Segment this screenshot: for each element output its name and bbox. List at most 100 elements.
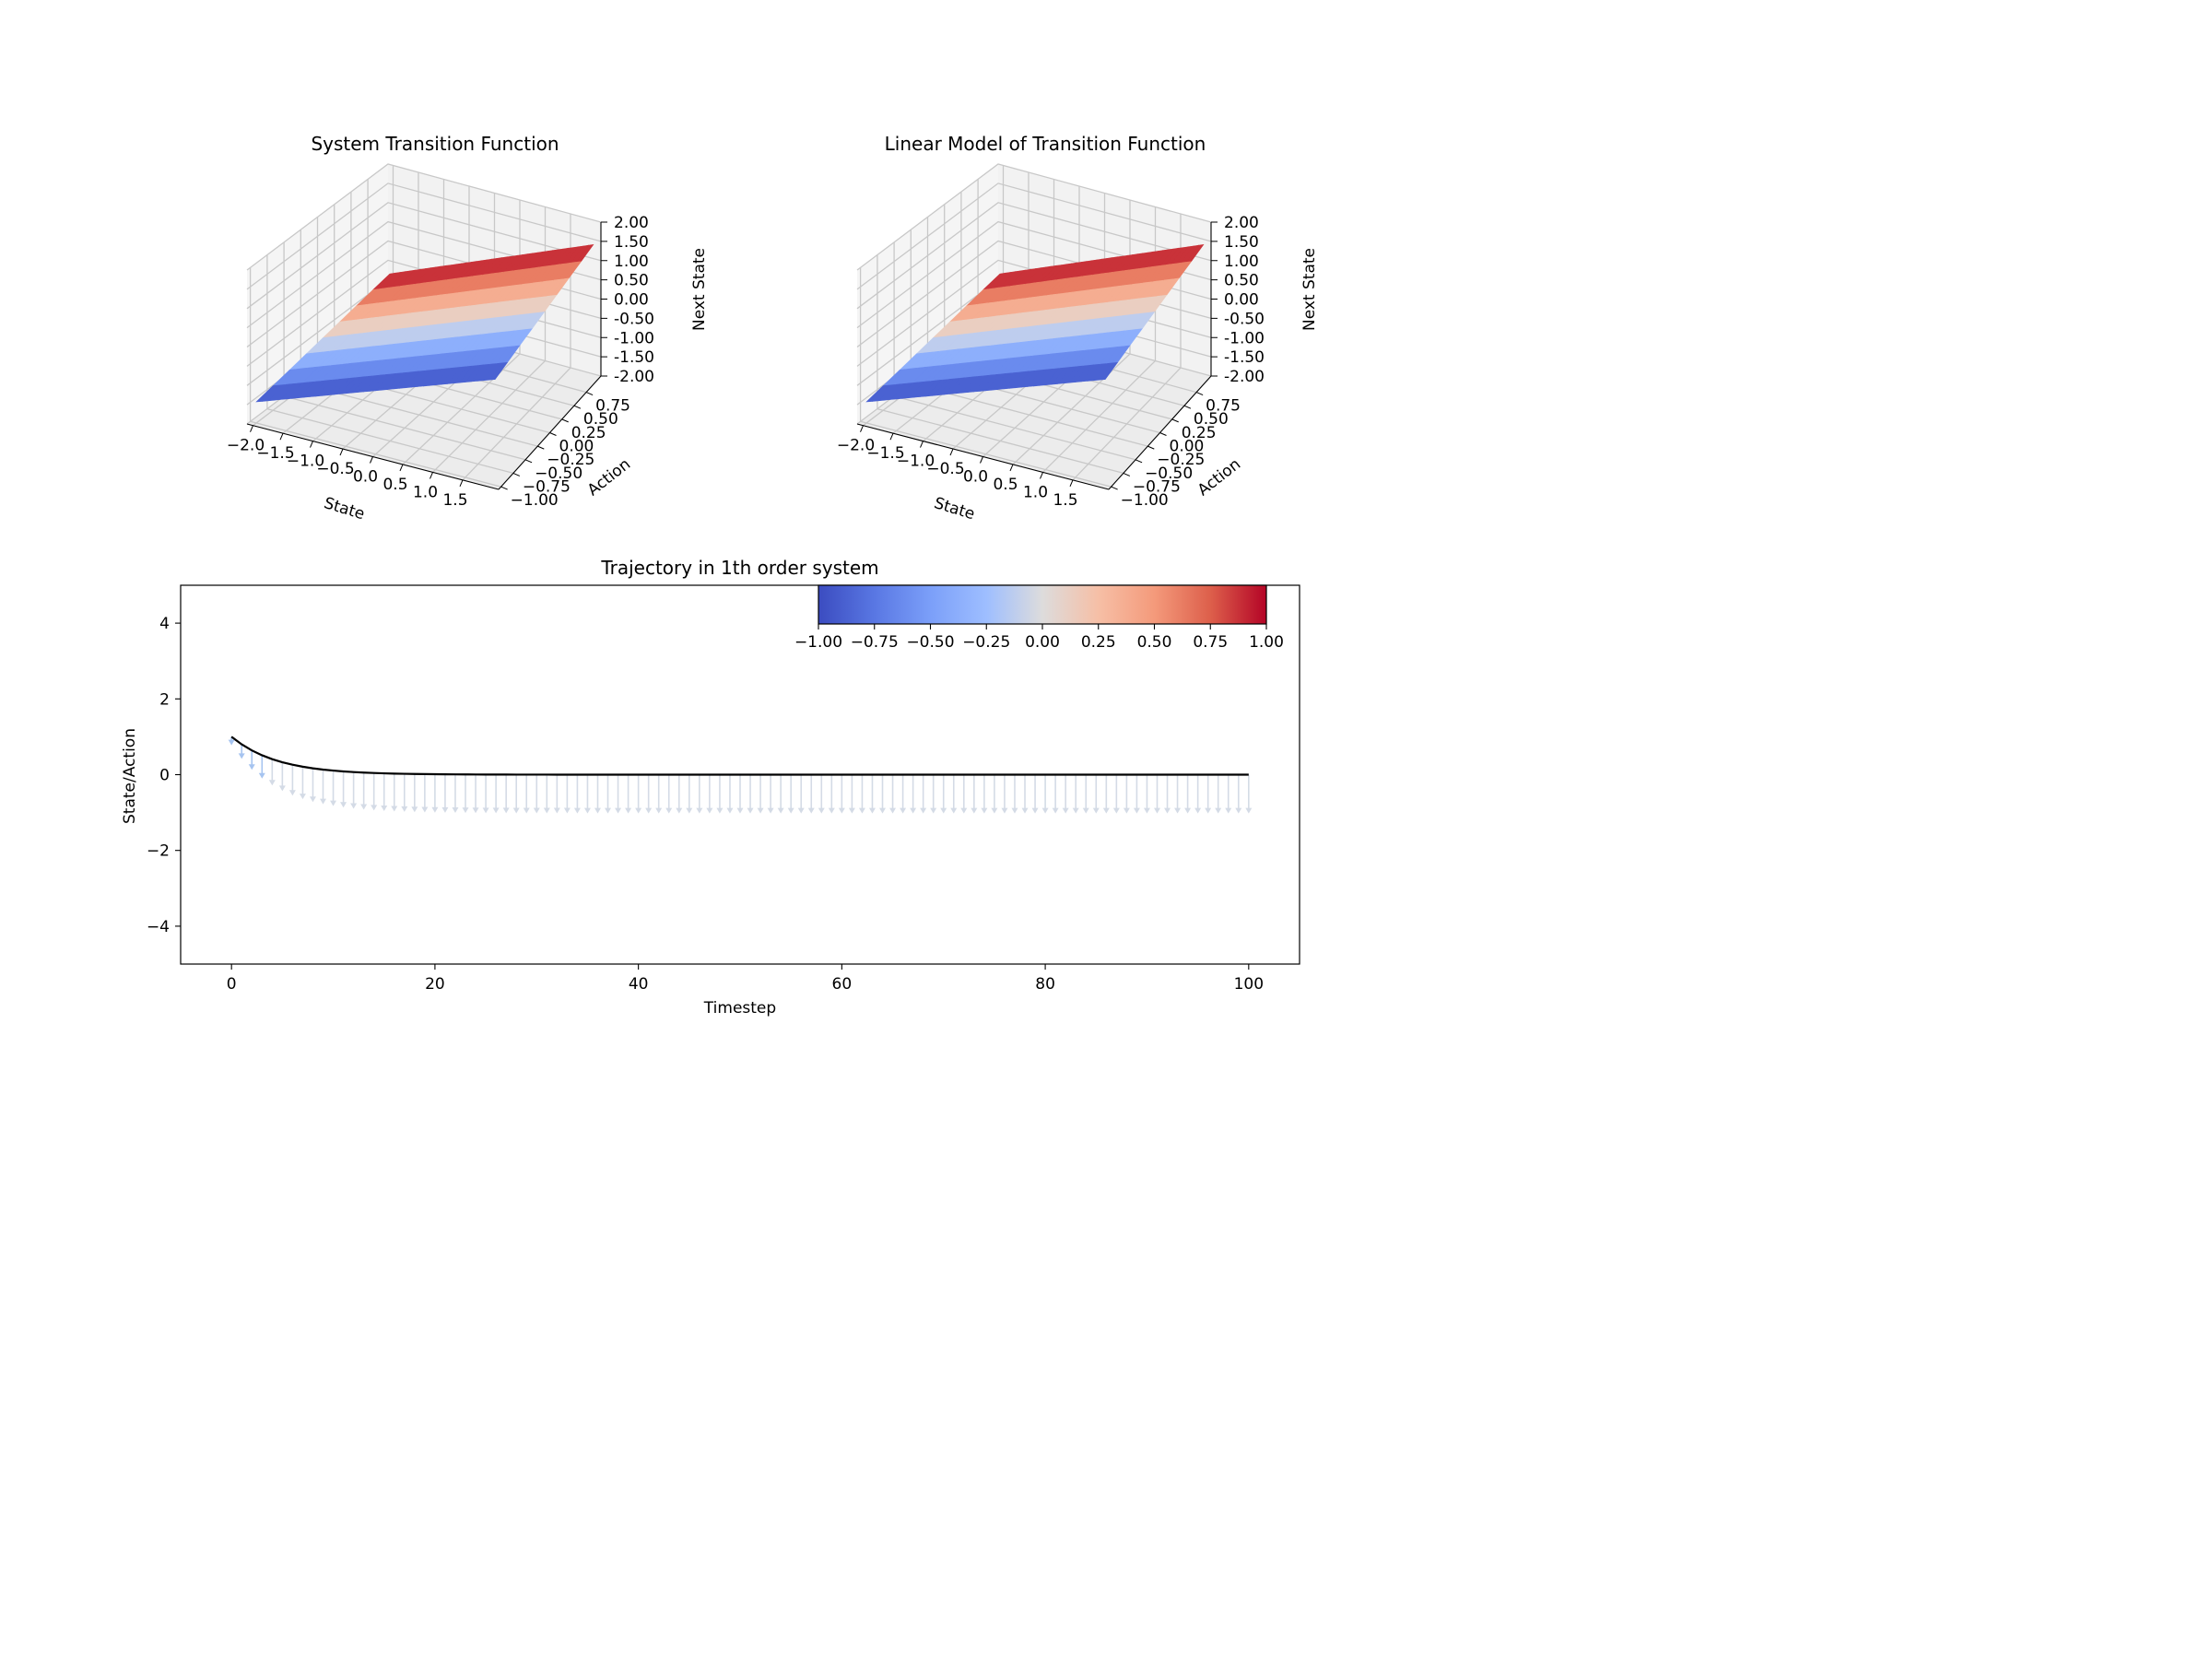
x-tick: [889, 432, 894, 441]
action-arrow-head: [228, 739, 235, 746]
x-tick: [429, 472, 433, 479]
action-arrow-head: [1021, 807, 1029, 814]
action-arrow-head: [1235, 807, 1242, 814]
action-arrow-head: [381, 805, 388, 811]
action-arrow-head: [523, 807, 530, 814]
x-axis-label: State: [322, 494, 367, 524]
x-axis-label: State: [932, 494, 977, 524]
z-tick-label: 0.50: [614, 272, 649, 290]
y-tick-label: 0: [159, 767, 170, 785]
z-tick-label: 1.50: [1224, 233, 1259, 252]
x-tick-label: 0.5: [993, 476, 1018, 494]
x-tick: [370, 456, 373, 464]
action-arrow-head: [492, 807, 500, 814]
action-arrow-head: [360, 804, 368, 810]
action-arrow-head: [981, 807, 988, 814]
x-tick: [949, 448, 954, 456]
x-ticks: 0 20 40 60 80 100: [227, 964, 1264, 994]
x-tick-label: −2.0: [837, 437, 875, 455]
action-arrow-head: [879, 807, 887, 814]
y-tick-label: −4: [147, 918, 170, 936]
x-tick-label: −1.0: [287, 453, 324, 471]
y-tick-label: −0.75: [1133, 477, 1181, 496]
y-tick-label: 2: [159, 690, 170, 709]
z-axis-label: Next State: [690, 248, 709, 331]
z-tick-label: -2.00: [1224, 368, 1265, 386]
figure: System Transition Function −2.0−1.5−1.0−…: [121, 133, 1319, 1018]
y-tick-label: −0.50: [1145, 465, 1193, 483]
action-arrow-head: [248, 764, 255, 771]
action-arrow-head: [696, 807, 703, 814]
y-tick-label: −0.25: [547, 451, 594, 469]
y-tick-label: 0.25: [1182, 424, 1217, 442]
x-tick-label: −1.5: [866, 444, 904, 463]
y-tick: [1123, 472, 1131, 477]
action-arrow-head: [991, 807, 998, 814]
y-tick: [1195, 392, 1204, 396]
x-tick: [310, 441, 313, 448]
x-tick-label: −1.5: [256, 444, 294, 463]
z-tick-label: -1.00: [1224, 329, 1265, 347]
x-tick-label: 40: [629, 975, 649, 994]
x-tick: [339, 448, 344, 456]
y-tick-label: 0.75: [1206, 397, 1241, 416]
action-arrow-head: [900, 807, 907, 814]
action-arrow-head: [960, 807, 968, 814]
action-arrow-head: [797, 807, 805, 814]
action-arrow-head: [1052, 807, 1059, 814]
z-tick-label: 1.50: [614, 233, 649, 252]
action-arrow-head: [1133, 807, 1140, 814]
colorbar-tick-label: −0.50: [906, 633, 954, 652]
z-tick-label: 0.50: [1224, 272, 1259, 290]
y-tick: [585, 392, 594, 396]
action-arrow-head: [676, 807, 683, 814]
y-tick-label: −1.00: [511, 491, 559, 510]
action-arrow-head: [1245, 807, 1253, 814]
x-tick: [980, 456, 983, 464]
action-arrow-head: [350, 803, 358, 809]
colorbar: −1.00 −0.75 −0.50 −0.25 0.00 0.25 0.50 0.75 1.00: [794, 584, 1284, 652]
y-tick-label: −0.25: [1157, 451, 1205, 469]
y-tick-label: 0.00: [1170, 438, 1205, 456]
z-gridline: [856, 182, 1212, 290]
x-tick-label: −2.0: [227, 437, 265, 455]
z-tick-label: 0.00: [1224, 291, 1259, 310]
action-arrow-head: [1001, 807, 1008, 814]
action-arrow-head: [665, 807, 673, 814]
action-arrow-head: [268, 780, 276, 786]
x-tick-label: 1.5: [1053, 491, 1077, 510]
x-tick-label: 20: [425, 975, 445, 994]
x-tick-label: 0.0: [963, 468, 988, 487]
z-gridline: [246, 182, 602, 290]
action-arrow-head: [940, 807, 947, 814]
y-tick: [1159, 432, 1167, 436]
surface-plot-system: System Transition Function −2.0−1.5−1.0−…: [227, 133, 709, 524]
action-arrow-head: [1184, 807, 1192, 814]
y-axis-label: State/Action: [121, 728, 139, 824]
action-arrow-head: [1102, 807, 1110, 814]
x-tick: [279, 432, 284, 441]
z-tick-label: -2.00: [614, 368, 654, 386]
y-tick: [1135, 459, 1143, 464]
action-arrow-head: [848, 807, 855, 814]
action-arrow-head: [1092, 807, 1100, 814]
x-tick-label: 1.0: [413, 483, 438, 501]
action-arrow-head: [583, 807, 591, 814]
action-arrow-head: [462, 807, 469, 814]
z-axis-label: Next State: [1300, 248, 1319, 331]
x-tick: [399, 464, 404, 472]
action-arrow-head: [1031, 807, 1039, 814]
y-tick: [537, 445, 545, 450]
state-line: [230, 735, 1249, 776]
action-arrow-head: [1062, 807, 1069, 814]
z-tick-label: -1.50: [614, 348, 654, 367]
y-tick-label: 0.75: [595, 397, 630, 416]
action-arrow-head: [615, 807, 622, 814]
x-tick-label: 1.0: [1023, 483, 1048, 501]
action-arrow-head: [726, 807, 734, 814]
action-arrow-head: [1082, 807, 1089, 814]
y-tick: [512, 472, 521, 477]
action-arrow-head: [1041, 807, 1049, 814]
action-arrow-head: [1194, 807, 1202, 814]
z-tick-label: -1.00: [614, 329, 654, 347]
